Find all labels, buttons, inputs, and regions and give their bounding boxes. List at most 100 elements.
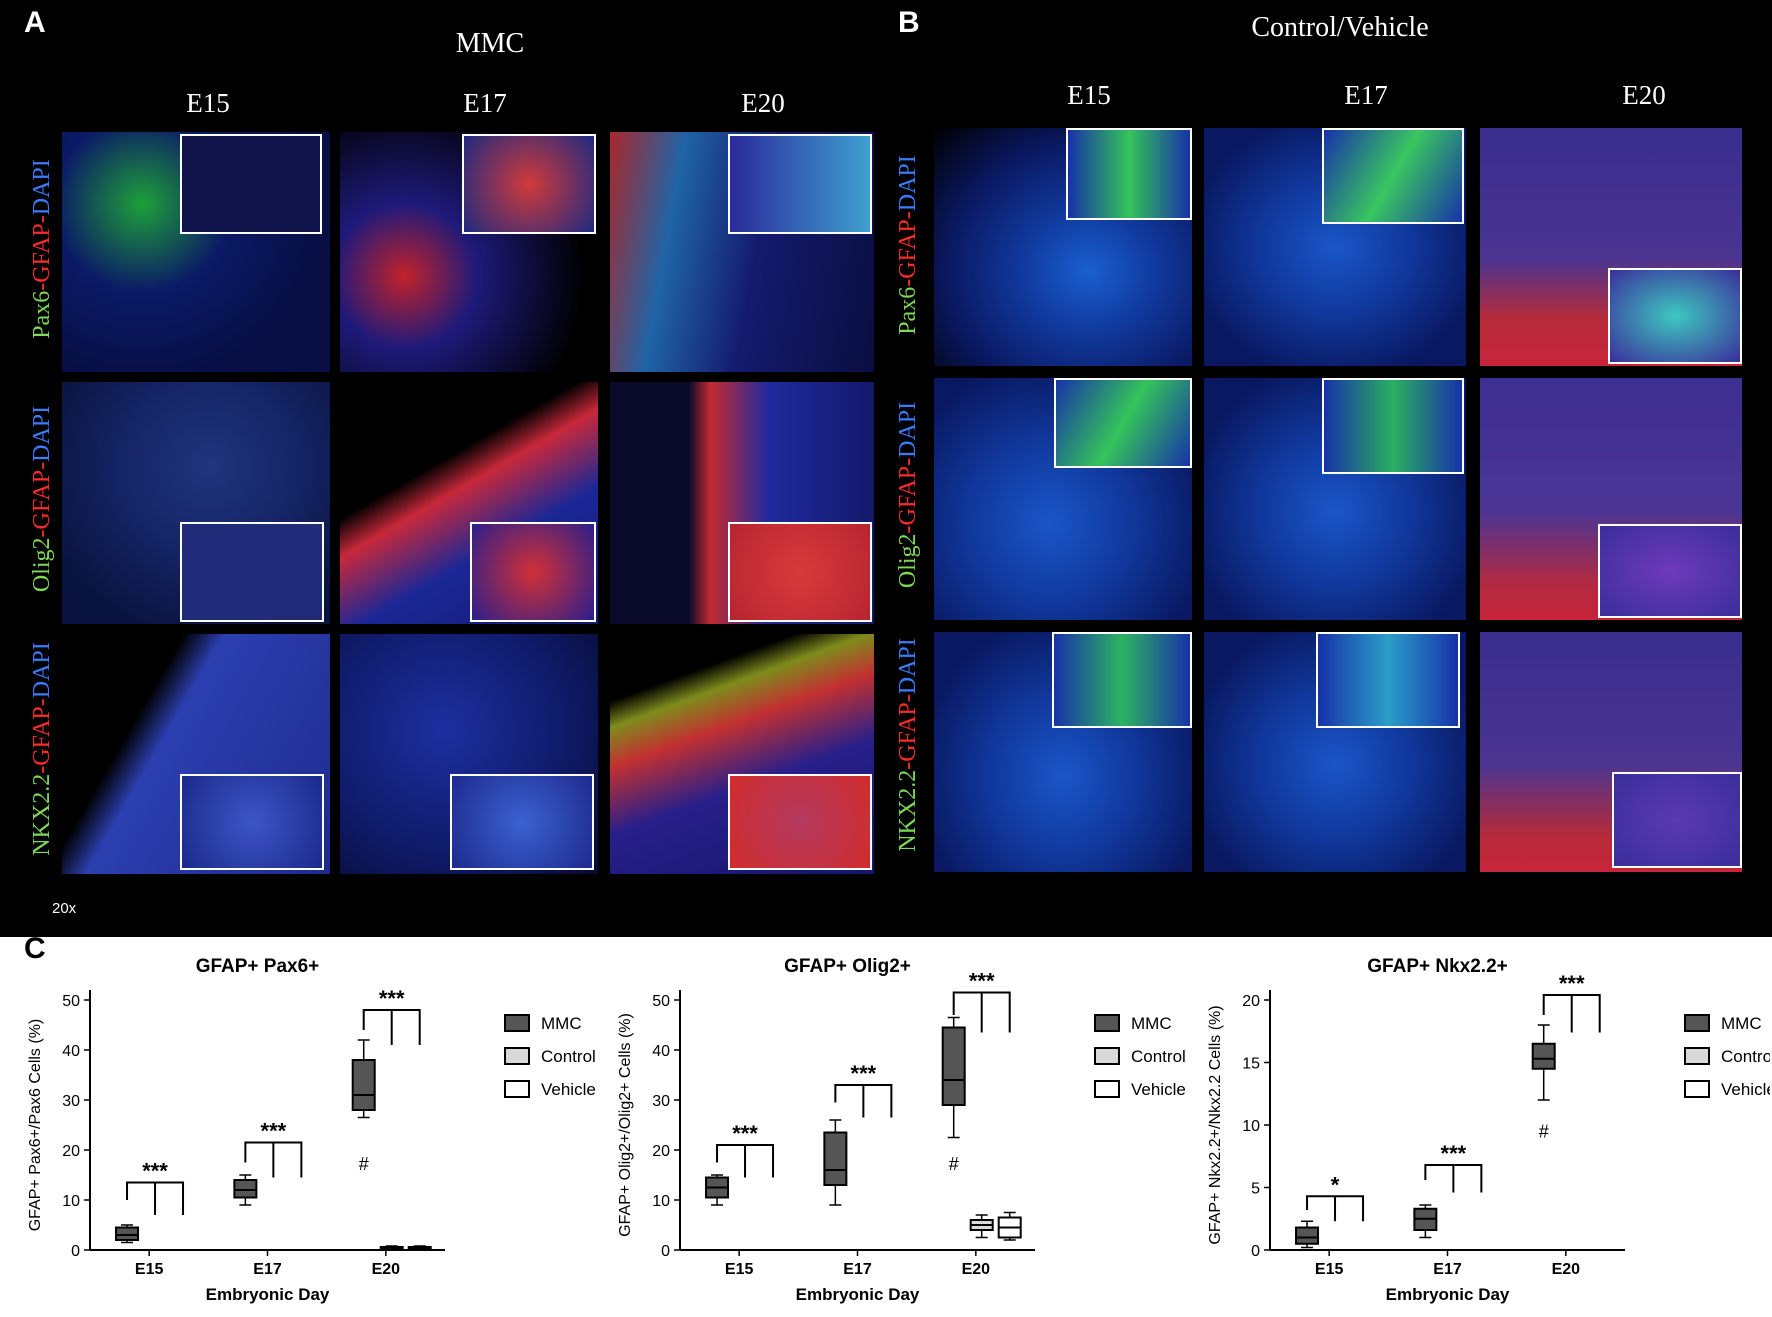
micrograph-figure: A B MMC Control/Vehicle E15 E17 E20 E15 … (0, 0, 1772, 937)
legend-label-control: Control (1721, 1047, 1770, 1066)
micrograph-inset (728, 522, 872, 622)
legend-swatch-control (504, 1047, 530, 1065)
chart-title: GFAP+ Pax6+ (196, 956, 320, 977)
x-axis-label: Embryonic Day (1386, 1285, 1510, 1304)
significance-label: *** (142, 1159, 168, 1184)
panel-a-row-label-olig2: Olig2-GFAP-DAPI (29, 405, 55, 593)
y-axis-label: GFAP+ Pax6+/Pax6 Cells (%) (27, 1019, 44, 1232)
panel-a-day-e15: E15 (186, 88, 230, 118)
y-tick-label: 30 (62, 1093, 80, 1110)
box-mmc (1531, 1042, 1556, 1070)
box-mmc (1295, 1226, 1320, 1245)
x-tick-label: E20 (372, 1261, 401, 1278)
micrograph-a-nkx22-e17 (340, 634, 598, 874)
y-tick-label: 10 (1242, 1118, 1260, 1135)
panel-letter-b: B (898, 6, 920, 39)
micrograph-inset (1608, 268, 1742, 364)
micrograph-b-pax6-e15 (934, 128, 1192, 366)
y-tick-label: 20 (1242, 993, 1260, 1010)
micrograph-b-pax6-e20 (1480, 128, 1742, 366)
micrograph-b-olig2-e17 (1204, 378, 1466, 620)
x-tick-label: E17 (843, 1261, 872, 1278)
y-axis-label: GFAP+ Olig2+/Olig2+ Cells (%) (617, 1013, 634, 1237)
box-mmc (823, 1131, 848, 1186)
y-tick-label: 0 (661, 1243, 670, 1260)
significance-label: *** (851, 1061, 877, 1086)
micrograph-inset (728, 774, 872, 870)
micrograph-inset (1054, 378, 1192, 468)
panel-a-row-label-nkx22: NKX2.2-GFAP-DAPI (29, 642, 55, 856)
chart-gfap-pax6: GFAP+ Pax6+ 0 10 20 30 40 50 GFAP+ Pax6+/Pax6 C… (27, 956, 596, 1304)
micrograph-inset (470, 522, 596, 622)
micrograph-b-nkx22-e20 (1480, 632, 1742, 872)
box-mmc (351, 1059, 376, 1111)
legend-swatch-vehicle (1094, 1080, 1120, 1098)
micrograph-a-pax6-e20 (610, 132, 874, 372)
panel-b-row-label-nkx22: NKX2.2-GFAP-DAPI (895, 638, 921, 852)
micrograph-b-nkx22-e15 (934, 632, 1192, 872)
x-tick-label: E15 (725, 1261, 754, 1278)
y-tick-label: 40 (62, 1043, 80, 1060)
y-tick-label: 10 (652, 1193, 670, 1210)
micrograph-b-pax6-e17 (1204, 128, 1466, 366)
panel-b-day-e15: E15 (1067, 80, 1111, 110)
panel-b-row-label-pax6: Pax6-GFAP-DAPI (895, 155, 921, 335)
panel-a-day-e20: E20 (741, 88, 785, 118)
significance-label: *** (1441, 1141, 1467, 1166)
x-tick-label: E15 (135, 1261, 164, 1278)
chart-gfap-nkx22: GFAP+ Nkx2.2+ 0 5 10 15 20 GFAP+ Nkx2.2+/Nkx2.… (1207, 956, 1770, 1304)
x-tick-label: E15 (1315, 1261, 1344, 1278)
micrograph-inset (1612, 772, 1742, 868)
micrograph-b-olig2-e15 (934, 378, 1192, 620)
x-tick-label: E17 (253, 1261, 282, 1278)
legend-label-vehicle: Vehicle (1131, 1080, 1186, 1099)
panel-letter-a: A (24, 6, 46, 39)
significance-label: *** (379, 986, 405, 1011)
panel-a-title: MMC (455, 28, 525, 59)
y-tick-label: 5 (1251, 1181, 1260, 1198)
y-tick-label: 0 (71, 1243, 80, 1260)
micrograph-a-pax6-e17 (340, 132, 598, 372)
significance-label: *** (732, 1121, 758, 1146)
micrograph-inset (450, 774, 594, 870)
legend-swatch-mmc (1684, 1014, 1710, 1032)
panel-a-day-e17: E17 (463, 88, 507, 118)
micrograph-a-olig2-e20 (610, 382, 874, 624)
micrograph-a-nkx22-e20 (610, 634, 874, 874)
x-axis-label: Embryonic Day (206, 1285, 330, 1304)
hash-annotation: # (1539, 1122, 1549, 1142)
legend-swatch-vehicle (504, 1080, 530, 1098)
micrograph-inset (1316, 632, 1460, 728)
significance-label: *** (1559, 971, 1585, 996)
y-tick-label: 30 (652, 1093, 670, 1110)
y-tick-label: 20 (652, 1143, 670, 1160)
legend-swatch-mmc (504, 1014, 530, 1032)
box-mmc (115, 1226, 140, 1241)
panel-b-row-label-olig2: Olig2-GFAP-DAPI (895, 401, 921, 589)
hash-annotation: # (949, 1154, 959, 1174)
chart-title: GFAP+ Nkx2.2+ (1367, 956, 1507, 977)
x-axis-label: Embryonic Day (796, 1285, 920, 1304)
micrograph-inset (180, 134, 322, 234)
significance-label: *** (261, 1119, 287, 1144)
micrograph-a-pax6-e15 (62, 132, 330, 372)
y-tick-label: 50 (62, 993, 80, 1010)
legend-label-mmc: MMC (541, 1014, 582, 1033)
y-tick-label: 40 (652, 1043, 670, 1060)
micrograph-a-olig2-e15 (62, 382, 330, 624)
panel-b-title: Control/Vehicle (1251, 12, 1429, 43)
box-mmc (233, 1179, 258, 1199)
legend-swatch-control (1094, 1047, 1120, 1065)
chart-title: GFAP+ Olig2+ (784, 956, 911, 977)
legend-label-mmc: MMC (1131, 1014, 1172, 1033)
micrograph-b-olig2-e20 (1480, 378, 1742, 620)
chart-gfap-olig2: GFAP+ Olig2+ 0 10 20 30 40 50 GFAP+ Olig2+/Olig… (617, 956, 1186, 1304)
x-tick-label: E20 (1552, 1261, 1581, 1278)
y-axis-label: GFAP+ Nkx2.2+/Nkx2.2 Cells (%) (1207, 1005, 1224, 1244)
legend-label-vehicle: Vehicle (541, 1080, 596, 1099)
micrograph-inset (1598, 524, 1742, 618)
micrograph-inset (180, 774, 324, 870)
magnification-label: 20x (52, 900, 77, 917)
box-mmc (941, 1026, 966, 1106)
x-tick-label: E20 (962, 1261, 991, 1278)
